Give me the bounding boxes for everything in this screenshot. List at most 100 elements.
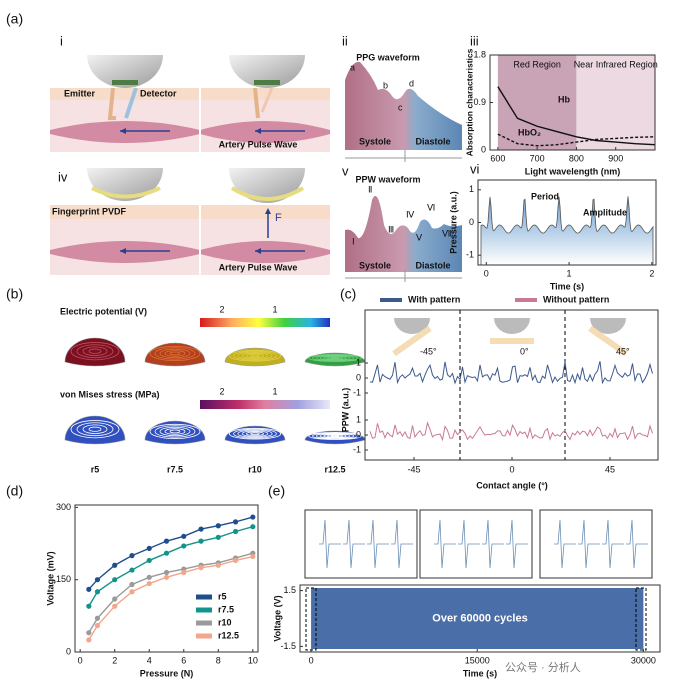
x-axis-label: Light wavelength (nm) (525, 166, 621, 176)
dome-ridge (237, 429, 273, 438)
dome-ridge (82, 346, 108, 356)
dome-models (64, 337, 366, 445)
angle-label: 45° (616, 346, 630, 356)
trace (369, 361, 653, 385)
point (146, 545, 152, 551)
point (250, 514, 256, 520)
dome-ridge (327, 434, 343, 438)
banner: Over 60000 cycles (432, 612, 527, 624)
subpanel-label: i (60, 33, 63, 48)
region (576, 55, 655, 150)
panel-label: (b) (6, 286, 23, 302)
point (198, 538, 204, 544)
dome-ridge (246, 431, 264, 436)
dome-ridge (164, 350, 186, 357)
y-tick-label: 0 (66, 646, 71, 656)
point (181, 569, 187, 576)
point (146, 574, 152, 580)
x-tick-label: 10 (248, 655, 258, 665)
point (163, 550, 170, 556)
point (232, 557, 239, 564)
y-tick-label: 1 (356, 357, 361, 367)
legend-label: r10 (218, 617, 232, 627)
legend-label: r12.5 (218, 630, 239, 640)
dome-ridge (330, 435, 340, 437)
angle-label: 0° (520, 346, 529, 356)
point (146, 580, 152, 587)
x-tick-label: 0 (309, 655, 314, 665)
x-tick-label: 0 (78, 655, 83, 665)
dome-ridge (154, 347, 196, 360)
x-tick-label: 2 (112, 655, 117, 665)
point (215, 562, 221, 568)
subpanel-label: iii (470, 33, 479, 48)
point (112, 603, 118, 609)
chart: r5 r7.5 r10 r12.5 0 2 4 6 8 10 0 150 300 Pressure (N)… (45, 502, 259, 678)
dome-ridge (330, 357, 340, 359)
dome-ridge (319, 355, 351, 361)
dome-ridge (246, 353, 264, 358)
label: Diastole (415, 136, 450, 146)
point (86, 603, 92, 609)
sensor-dome (590, 318, 626, 334)
subpanel-label: v (342, 163, 349, 178)
point (250, 524, 256, 530)
sample-label: r7.5 (167, 464, 183, 474)
chart: Over 60000 cycles 0 15000 30000 -1.5 1.5 Time … (272, 509, 661, 678)
waveform (480, 196, 654, 266)
label: PPW waveform (355, 174, 420, 184)
x-tick-label: 6 (181, 655, 186, 665)
series-label: HbO₂ (518, 127, 541, 137)
point (181, 533, 187, 539)
label: Electric potential (V) (60, 306, 147, 316)
y-tick-label: 0 (481, 144, 486, 154)
signal-band (311, 588, 644, 649)
label: Fingerprint PVDF (52, 206, 127, 216)
dome-ridge (88, 426, 102, 432)
y-axis-label: Voltage (mV) (45, 551, 55, 605)
legend-label: r7.5 (218, 604, 234, 614)
dome-ridge (233, 350, 277, 361)
point (94, 615, 101, 621)
point (163, 538, 170, 544)
label: Artery Pulse Wave (219, 262, 298, 272)
panel-label: (d) (6, 483, 23, 499)
sensor-film (490, 338, 534, 344)
dome-ridge (250, 432, 260, 436)
point (86, 586, 92, 592)
y-tick-label: -1 (466, 250, 474, 260)
y-tick-label: -1.5 (280, 641, 296, 651)
y-tick-label: 0.9 (473, 97, 486, 107)
sample-label: r12.5 (324, 464, 345, 474)
dome-ridge (327, 356, 343, 360)
point (198, 565, 204, 571)
colorbar (200, 318, 330, 327)
point (112, 577, 118, 583)
point-label: Ⅰ (352, 236, 355, 246)
dome-ridge (169, 429, 181, 434)
x-tick-label: 4 (147, 655, 152, 665)
point (86, 630, 92, 636)
dome (64, 337, 126, 367)
y-axis-label: PPW (a.u.) (340, 388, 350, 433)
x-tick-label: 0 (484, 268, 489, 278)
x-tick-label: 0 (509, 464, 514, 474)
x-tick-label: 900 (608, 153, 623, 163)
label: Emitter (64, 88, 96, 98)
label: PPG waveform (356, 52, 420, 62)
y-axis-label: Voltage (V) (272, 595, 282, 641)
sensor-dome (494, 318, 530, 334)
dome-ridge (308, 354, 362, 362)
x-tick-label: 1 (567, 268, 572, 278)
colorbar-tick: 2 (219, 386, 224, 396)
point (129, 553, 135, 559)
colorbar-tick: 1 (272, 386, 277, 396)
series-label: Hb (558, 94, 570, 104)
dome-ridge (237, 351, 273, 360)
label: Diastole (415, 260, 450, 270)
dome-ridge (315, 355, 355, 361)
dome-ridge (241, 352, 269, 359)
point (215, 523, 221, 529)
dome-ridge (233, 428, 277, 439)
legend-label: With pattern (408, 294, 460, 304)
